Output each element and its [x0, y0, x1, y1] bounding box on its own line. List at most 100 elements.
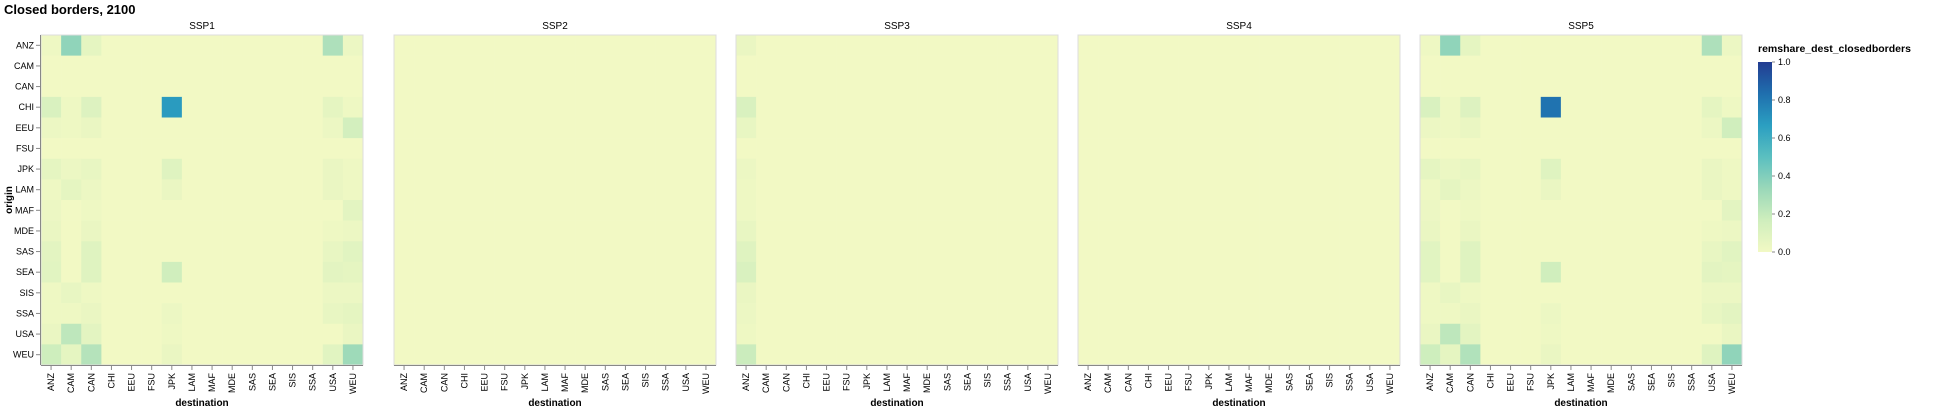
heatmap-cell [474, 96, 495, 118]
heatmap-cell [1218, 117, 1240, 139]
heatmap-cell [1480, 241, 1501, 263]
heatmap-cell [695, 96, 717, 118]
heatmap-cell [161, 303, 183, 325]
heatmap-cell [1520, 55, 1542, 77]
heatmap-cell [1339, 282, 1361, 304]
heatmap-cell [1641, 76, 1662, 98]
heatmap-cell [1118, 76, 1139, 98]
heatmap-cell [181, 303, 203, 325]
heatmap-cell [876, 179, 898, 201]
heatmap-cell [474, 55, 495, 77]
heatmap-cell [41, 282, 62, 304]
heatmap-cell [61, 200, 82, 221]
heatmap-cell [736, 282, 757, 304]
heatmap-cell [282, 282, 303, 304]
heatmap-cell [917, 261, 938, 283]
heatmap-cell [1581, 323, 1602, 345]
heatmap-cell [1520, 179, 1542, 201]
heatmap-cell [282, 179, 303, 201]
heatmap-cell [1621, 241, 1642, 263]
heatmap-cell [1500, 344, 1521, 366]
heatmap-cell [222, 303, 243, 325]
heatmap-cell [1480, 344, 1501, 366]
heatmap-cell [1681, 344, 1703, 366]
heatmap-cell [1420, 35, 1441, 56]
heatmap-cell [615, 158, 636, 180]
heatmap-cell [534, 282, 556, 304]
heatmap-cell [1701, 344, 1723, 366]
heatmap-cell [61, 344, 82, 366]
heatmap-cell [1460, 138, 1481, 160]
x-tick-label: CAN [86, 373, 96, 392]
heatmap-cell [161, 282, 183, 304]
heatmap-cell [756, 241, 777, 263]
heatmap-cell [836, 323, 858, 345]
heatmap-cell [595, 158, 616, 180]
heatmap-cell [262, 200, 283, 221]
heatmap-cell [816, 323, 837, 345]
heatmap-cell [897, 35, 918, 56]
heatmap-cell [937, 323, 958, 345]
heatmap-cell [1319, 241, 1340, 263]
heatmap-cell [695, 200, 717, 221]
heatmap-cell [1480, 261, 1501, 283]
heatmap-cell [957, 35, 978, 56]
heatmap-cell [141, 117, 163, 139]
heatmap-cell [575, 303, 596, 325]
x-tick-label: WEU [1727, 373, 1737, 394]
heatmap-cell [997, 220, 1019, 242]
heatmap-cell [1158, 200, 1179, 221]
heatmap-cell [1661, 179, 1682, 201]
heatmap-cell [1118, 55, 1139, 77]
heatmap-cell [555, 158, 576, 180]
heatmap-cell [1118, 35, 1139, 56]
heatmap-cell [1581, 344, 1602, 366]
heatmap-cell [1178, 35, 1200, 56]
heatmap-cell [1641, 241, 1662, 263]
heatmap-cell [222, 241, 243, 263]
x-axis-label: destination [870, 398, 923, 409]
heatmap-cell [242, 117, 263, 139]
heatmap-cell [1339, 96, 1361, 118]
heatmap-cell [1178, 200, 1200, 221]
heatmap-cell [615, 96, 636, 118]
heatmap-cell [1259, 282, 1280, 304]
heatmap-cell [322, 158, 344, 180]
heatmap-cell [322, 96, 344, 118]
heatmap-cell [917, 282, 938, 304]
heatmap-cell [796, 282, 817, 304]
heatmap-cell [394, 96, 415, 118]
heatmap-cell [796, 323, 817, 345]
heatmap-cell [1721, 158, 1743, 180]
heatmap-cell [1641, 344, 1662, 366]
heatmap-cell [1037, 158, 1059, 180]
heatmap-cell [1299, 282, 1320, 304]
heatmap-cell [876, 35, 898, 56]
heatmap-cell [917, 344, 938, 366]
heatmap-cell [61, 35, 82, 56]
heatmap-cell [61, 323, 82, 345]
heatmap-cell [635, 261, 656, 283]
heatmap-cell [1138, 241, 1159, 263]
heatmap-cell [282, 158, 303, 180]
heatmap-cell [454, 96, 475, 118]
heatmap-cell [242, 96, 263, 118]
heatmap-cell [1158, 282, 1179, 304]
heatmap-cell [756, 96, 777, 118]
heatmap-cell [1540, 241, 1562, 263]
heatmap-cell [1239, 96, 1260, 118]
heatmap-cell [1480, 323, 1501, 345]
heatmap-cell [1138, 220, 1159, 242]
heatmap-cell [856, 179, 878, 201]
heatmap-cell [1118, 323, 1139, 345]
heatmap-cell [101, 117, 122, 139]
heatmap-cell [1540, 76, 1562, 98]
heatmap-cell [222, 200, 243, 221]
heatmap-cell [1239, 55, 1260, 77]
heatmap-cell [1641, 35, 1662, 56]
heatmap-cell [161, 241, 183, 263]
heatmap-cell [1379, 179, 1401, 201]
heatmap-cell [202, 179, 223, 201]
heatmap-cell [1017, 220, 1039, 242]
heatmap-cell [816, 35, 837, 56]
